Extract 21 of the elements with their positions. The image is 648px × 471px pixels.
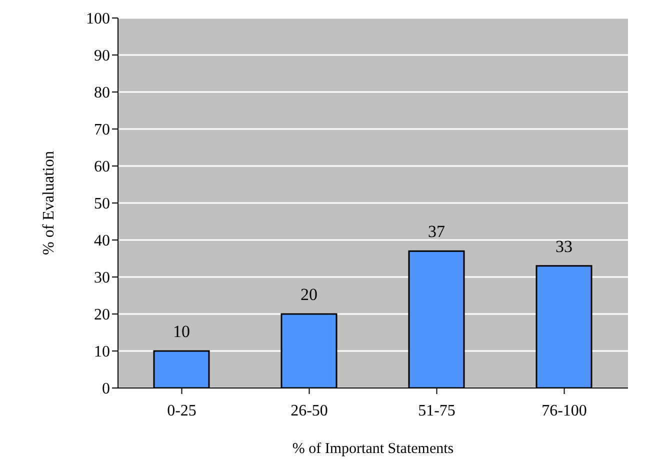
data-label: 37 (428, 222, 446, 242)
x-tick-label: 51-75 (418, 402, 456, 420)
data-label: 10 (173, 322, 190, 341)
y-tick-label: 80 (94, 84, 110, 102)
y-tick-label: 50 (94, 196, 110, 213)
y-tick-label: 10 (94, 344, 110, 361)
y-tick-label: 90 (94, 48, 110, 65)
x-tick-label: 76-100 (542, 402, 587, 420)
x-axis-title: % of Important Statements (292, 441, 454, 457)
x-tick-label: 0-25 (167, 402, 196, 420)
data-label: 20 (300, 285, 318, 304)
y-axis-title: % of Evaluation (40, 151, 58, 255)
y-tick-label: 60 (94, 158, 110, 176)
y-tick-label: 0 (102, 380, 110, 398)
x-tick-label: 26-50 (290, 402, 328, 420)
y-tick-label: 20 (94, 306, 110, 324)
y-tick-label: 30 (94, 270, 110, 287)
y-tick-label: 100 (86, 10, 110, 28)
y-tick-label: 40 (94, 232, 110, 250)
y-tick-label: 70 (94, 122, 110, 139)
data-label: 33 (556, 236, 572, 256)
